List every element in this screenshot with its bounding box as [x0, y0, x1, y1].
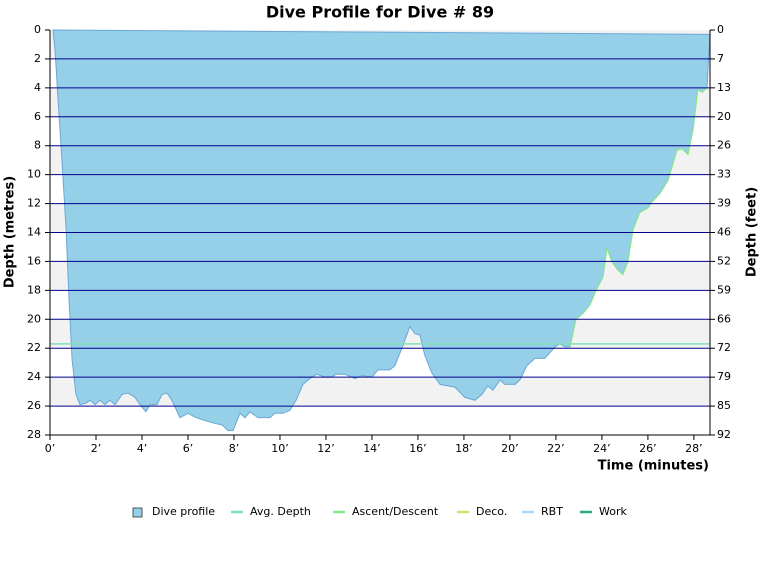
legend-label: Ascent/Descent — [352, 505, 439, 518]
y2-tick-label: 59 — [717, 283, 731, 296]
y-tick-label: 2 — [34, 52, 41, 65]
x-tick-label: 22’ — [547, 442, 565, 455]
y-tick-label: 12 — [27, 197, 41, 210]
dive-profile-area — [52, 29, 711, 432]
y2-tick-label: 39 — [717, 197, 731, 210]
y2-tick-label: 85 — [717, 399, 731, 412]
x-tick-label: 16’ — [409, 442, 427, 455]
y-tick-label: 24 — [27, 370, 41, 383]
segment-line — [569, 87, 708, 347]
legend-label: Dive profile — [152, 505, 215, 518]
y-tick-label: 18 — [27, 283, 41, 296]
y2-tick-label: 52 — [717, 254, 731, 267]
y-tick-label: 4 — [34, 81, 41, 94]
y-tick-label: 0 — [34, 23, 41, 36]
y-tick-label: 16 — [27, 254, 41, 267]
x-tick-label: 12’ — [317, 442, 335, 455]
x-tick-label: 18’ — [455, 442, 473, 455]
x-axis-label: Time (minutes) — [598, 459, 709, 474]
y2-tick-label: 46 — [717, 226, 731, 239]
y-tick-label: 26 — [27, 399, 41, 412]
legend-label: Avg. Depth — [250, 505, 311, 518]
y-tick-label: 14 — [27, 226, 41, 239]
y-tick-label: 10 — [27, 168, 41, 181]
y-tick-label: 28 — [27, 428, 41, 441]
y2-tick-label: 0 — [717, 23, 724, 36]
x-tick-label: 2’ — [91, 442, 102, 455]
x-tick-label: 8’ — [229, 442, 240, 455]
y2-tick-label: 79 — [717, 370, 731, 383]
x-tick-label: 24’ — [593, 442, 611, 455]
y2-tick-label: 26 — [717, 139, 731, 152]
x-tick-label: 10’ — [271, 442, 289, 455]
y2-tick-label: 33 — [717, 168, 731, 181]
y2-tick-label: 92 — [717, 428, 731, 441]
legend-swatch — [132, 507, 143, 518]
y2-tick-label: 13 — [717, 81, 731, 94]
y-tick-label: 22 — [27, 341, 41, 354]
x-tick-label: 26’ — [639, 442, 657, 455]
x-tick-label: 20’ — [501, 442, 519, 455]
y-tick-label: 6 — [34, 110, 41, 123]
y2-tick-label: 20 — [717, 110, 731, 123]
y-tick-label: 8 — [34, 139, 41, 152]
legend-label: Work — [599, 505, 627, 518]
x-tick-label: 14’ — [363, 442, 381, 455]
legend-label: Deco. — [476, 505, 507, 518]
y-tick-label: 20 — [27, 312, 41, 325]
x-tick-label: 0’ — [45, 442, 56, 455]
x-tick-label: 28’ — [685, 442, 703, 455]
y2-tick-label: 66 — [717, 312, 731, 325]
x-tick-label: 4’ — [137, 442, 148, 455]
x-tick-label: 6’ — [183, 442, 194, 455]
chart-title: Dive Profile for Dive # 89 — [266, 3, 494, 22]
y-axis-label: Depth (metres) — [3, 176, 18, 288]
y2-tick-label: 7 — [717, 52, 724, 65]
legend-label: RBT — [541, 505, 563, 518]
y2-tick-label: 72 — [717, 341, 731, 354]
y2-axis-label: Depth (feet) — [745, 187, 760, 277]
